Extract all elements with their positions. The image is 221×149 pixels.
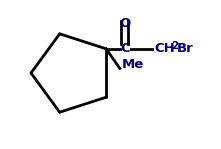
Text: 2: 2 — [171, 41, 178, 51]
Text: O: O — [119, 17, 130, 30]
Text: Br: Br — [177, 42, 194, 55]
Text: CH: CH — [154, 42, 175, 55]
Text: Me: Me — [122, 58, 144, 71]
Text: C: C — [121, 42, 130, 55]
